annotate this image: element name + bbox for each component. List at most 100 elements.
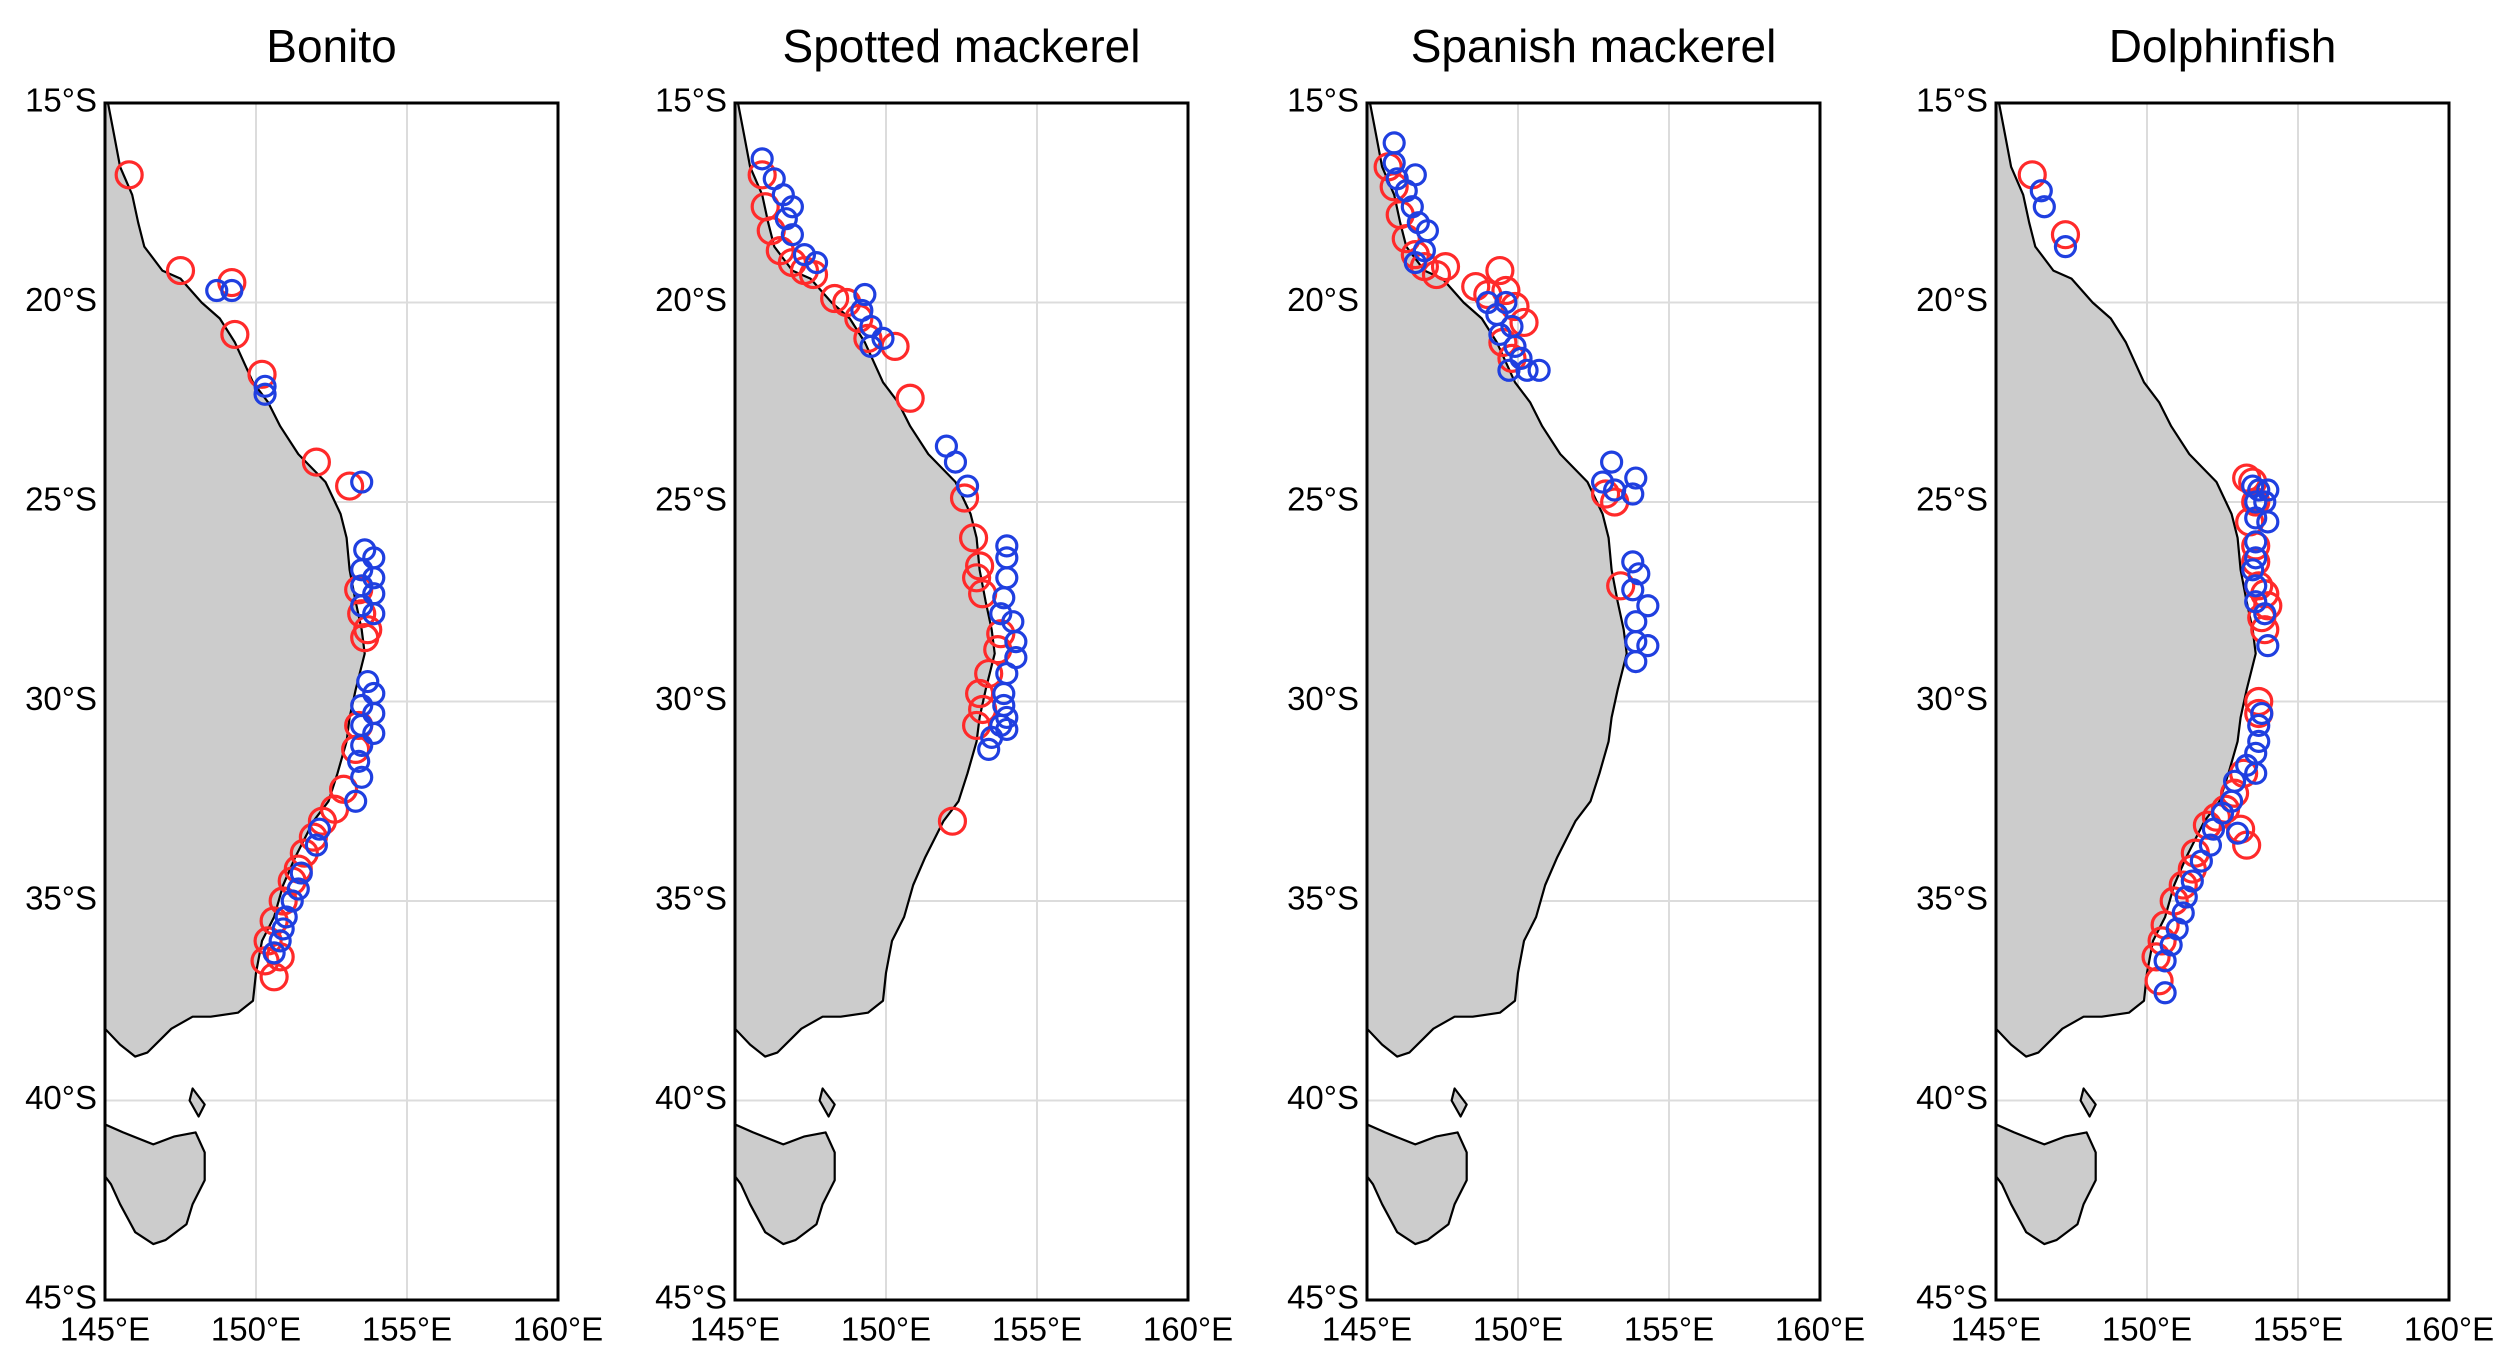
x-tick-label: 150°E — [841, 1311, 931, 1348]
blue-marker — [780, 223, 804, 247]
plot-frame — [733, 101, 1190, 1302]
blue-marker — [2247, 478, 2271, 502]
y-tick-label: 35°S — [1916, 880, 1988, 917]
blue-marker — [350, 470, 374, 494]
red-marker — [2050, 220, 2081, 250]
red-marker — [949, 483, 980, 513]
blue-marker — [989, 602, 1013, 626]
red-marker — [347, 599, 377, 629]
x-tick-label: 160°E — [1775, 1311, 1865, 1348]
y-tick-label: 25°S — [25, 481, 97, 518]
blue-marker — [2244, 506, 2268, 530]
blue-marker — [1509, 346, 1533, 370]
plot-frame — [1994, 101, 2451, 1302]
panel-title: Dolphinfish — [2109, 20, 2337, 72]
panel-title: Spanish mackerel — [1411, 20, 1777, 72]
blue-marker — [2253, 602, 2277, 626]
blue-marker — [995, 566, 1019, 590]
y-tick-label: 15°S — [655, 82, 727, 119]
panel-title: Spotted mackerel — [783, 20, 1141, 72]
tasmania-landmass — [1996, 1123, 2097, 1246]
y-tick-label: 25°S — [1916, 481, 1988, 518]
blue-marker — [853, 282, 877, 307]
blue-marker — [780, 195, 804, 219]
blue-marker — [1600, 450, 1624, 474]
tasmania-landmass — [105, 1123, 206, 1246]
y-tick-label: 30°S — [655, 680, 727, 717]
blue-marker — [995, 661, 1019, 686]
red-marker — [2141, 942, 2171, 972]
blue-marker — [1624, 649, 1648, 674]
red-marker — [220, 319, 250, 350]
blue-marker — [1382, 151, 1406, 175]
island-landmass — [818, 1087, 836, 1118]
x-tick-label: 155°E — [992, 1311, 1082, 1348]
blue-marker — [268, 929, 292, 953]
land — [735, 103, 996, 1246]
blue-marker — [2201, 817, 2226, 841]
blue-marker — [2226, 821, 2250, 845]
blue-marker — [347, 749, 371, 773]
x-tick-label: 145°E — [1322, 1311, 1412, 1348]
blue-marker — [2244, 546, 2268, 570]
island-landmass — [1450, 1087, 1468, 1118]
blue-marker — [304, 833, 328, 857]
red-marker — [1606, 571, 1636, 601]
y-tick-label: 25°S — [655, 481, 727, 518]
blue-marker — [871, 326, 895, 351]
markers — [114, 160, 386, 992]
red-marker — [965, 551, 995, 581]
x-tick-label: 160°E — [1143, 1311, 1233, 1348]
blue-marker — [350, 765, 374, 789]
map-panel-2: Spotted mackerel 15°S 20°S 25°S 30°S 35°S 40°S… — [655, 20, 1233, 1348]
y-tick-label: 40°S — [1287, 1079, 1359, 1116]
red-marker — [895, 383, 925, 413]
red-marker — [1590, 479, 1621, 509]
red-marker — [937, 806, 968, 836]
x-tick-label: 155°E — [362, 1311, 452, 1348]
red-marker — [2241, 487, 2271, 517]
blue-marker — [1624, 610, 1648, 634]
blue-marker — [1382, 131, 1406, 155]
red-marker — [335, 471, 365, 501]
y-tick-label: 35°S — [655, 880, 727, 917]
red-marker — [307, 806, 338, 836]
y-tick-label: 15°S — [1916, 82, 1988, 119]
blue-marker — [274, 905, 298, 929]
red-marker — [961, 563, 992, 593]
red-marker — [289, 838, 319, 868]
y-tick-label: 45°S — [25, 1279, 97, 1316]
x-tick-label: 150°E — [211, 1311, 301, 1348]
red-marker — [986, 619, 1016, 649]
blue-marker — [2029, 179, 2053, 203]
y-tick-label: 20°S — [655, 281, 727, 318]
y-tick-label: 35°S — [1287, 880, 1359, 917]
y-tick-label: 20°S — [25, 281, 97, 318]
blue-marker — [2153, 981, 2177, 1005]
blue-marker — [2250, 701, 2274, 726]
blue-marker — [2241, 558, 2265, 582]
map-panel-4: Dolphinfish15°S20°S25°S30°S35°S40°S45°S1… — [1916, 20, 2494, 1348]
y-tick-label: 30°S — [25, 680, 97, 717]
markers — [2017, 160, 2283, 1005]
blue-marker — [205, 278, 229, 303]
red-marker — [165, 255, 196, 286]
red-marker — [2219, 778, 2250, 808]
blue-marker — [1488, 322, 1512, 347]
blue-marker — [943, 450, 968, 474]
blue-marker — [2174, 885, 2198, 909]
y-tick-label: 15°S — [25, 82, 97, 119]
y-tick-label: 20°S — [1287, 281, 1359, 318]
y-tick-label: 45°S — [1287, 1279, 1359, 1316]
blue-marker — [286, 877, 310, 901]
blue-marker — [350, 558, 374, 582]
y-tick-label: 30°S — [1916, 680, 1988, 717]
x-tick-label: 160°E — [513, 1311, 603, 1348]
blue-marker — [344, 789, 368, 813]
blue-marker — [1621, 482, 1645, 506]
red-marker — [2250, 615, 2280, 645]
blue-marker — [1004, 630, 1028, 654]
blue-marker — [1497, 358, 1521, 382]
blue-marker — [1503, 334, 1527, 358]
blue-marker — [1590, 470, 1615, 494]
